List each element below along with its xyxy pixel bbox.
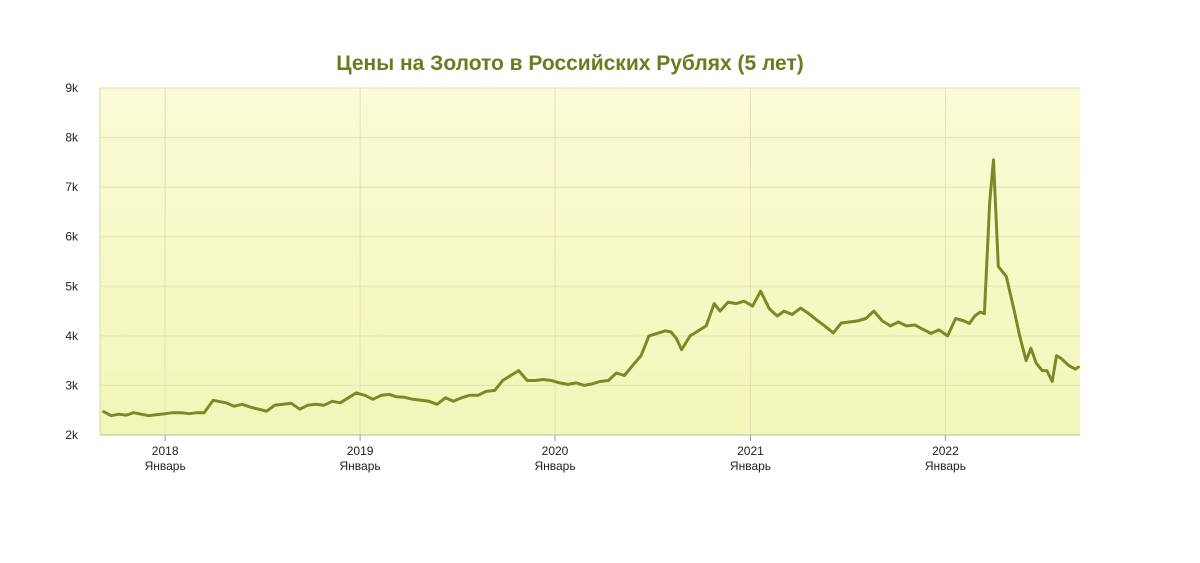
axes: 2k3k4k5k6k7k8k9k2018Январь2019Январь2020… xyxy=(65,81,1080,473)
x-tick-year: 2019 xyxy=(347,444,374,458)
y-tick-label: 4k xyxy=(65,329,79,343)
y-tick-label: 2k xyxy=(65,428,79,442)
x-tick-month: Январь xyxy=(340,459,381,473)
y-tick-label: 8k xyxy=(65,131,79,145)
x-tick-year: 2018 xyxy=(152,444,179,458)
x-tick-year: 2021 xyxy=(737,444,764,458)
x-tick-year: 2022 xyxy=(932,444,959,458)
x-tick-year: 2020 xyxy=(542,444,569,458)
y-tick-label: 6k xyxy=(65,230,79,244)
series-layer xyxy=(102,158,1080,418)
x-tick-month: Январь xyxy=(730,459,771,473)
y-tick-label: 7k xyxy=(65,180,79,194)
y-tick-label: 9k xyxy=(65,81,79,95)
y-tick-label: 3k xyxy=(65,378,79,392)
x-tick-month: Январь xyxy=(925,459,966,473)
y-tick-label: 5k xyxy=(65,279,79,293)
x-tick-month: Январь xyxy=(534,459,575,473)
series-line xyxy=(102,158,1080,418)
x-tick-month: Январь xyxy=(145,459,186,473)
chart-title: Цены на Золото в Российских Рублях (5 ле… xyxy=(336,52,804,75)
plot-area xyxy=(100,88,1080,435)
